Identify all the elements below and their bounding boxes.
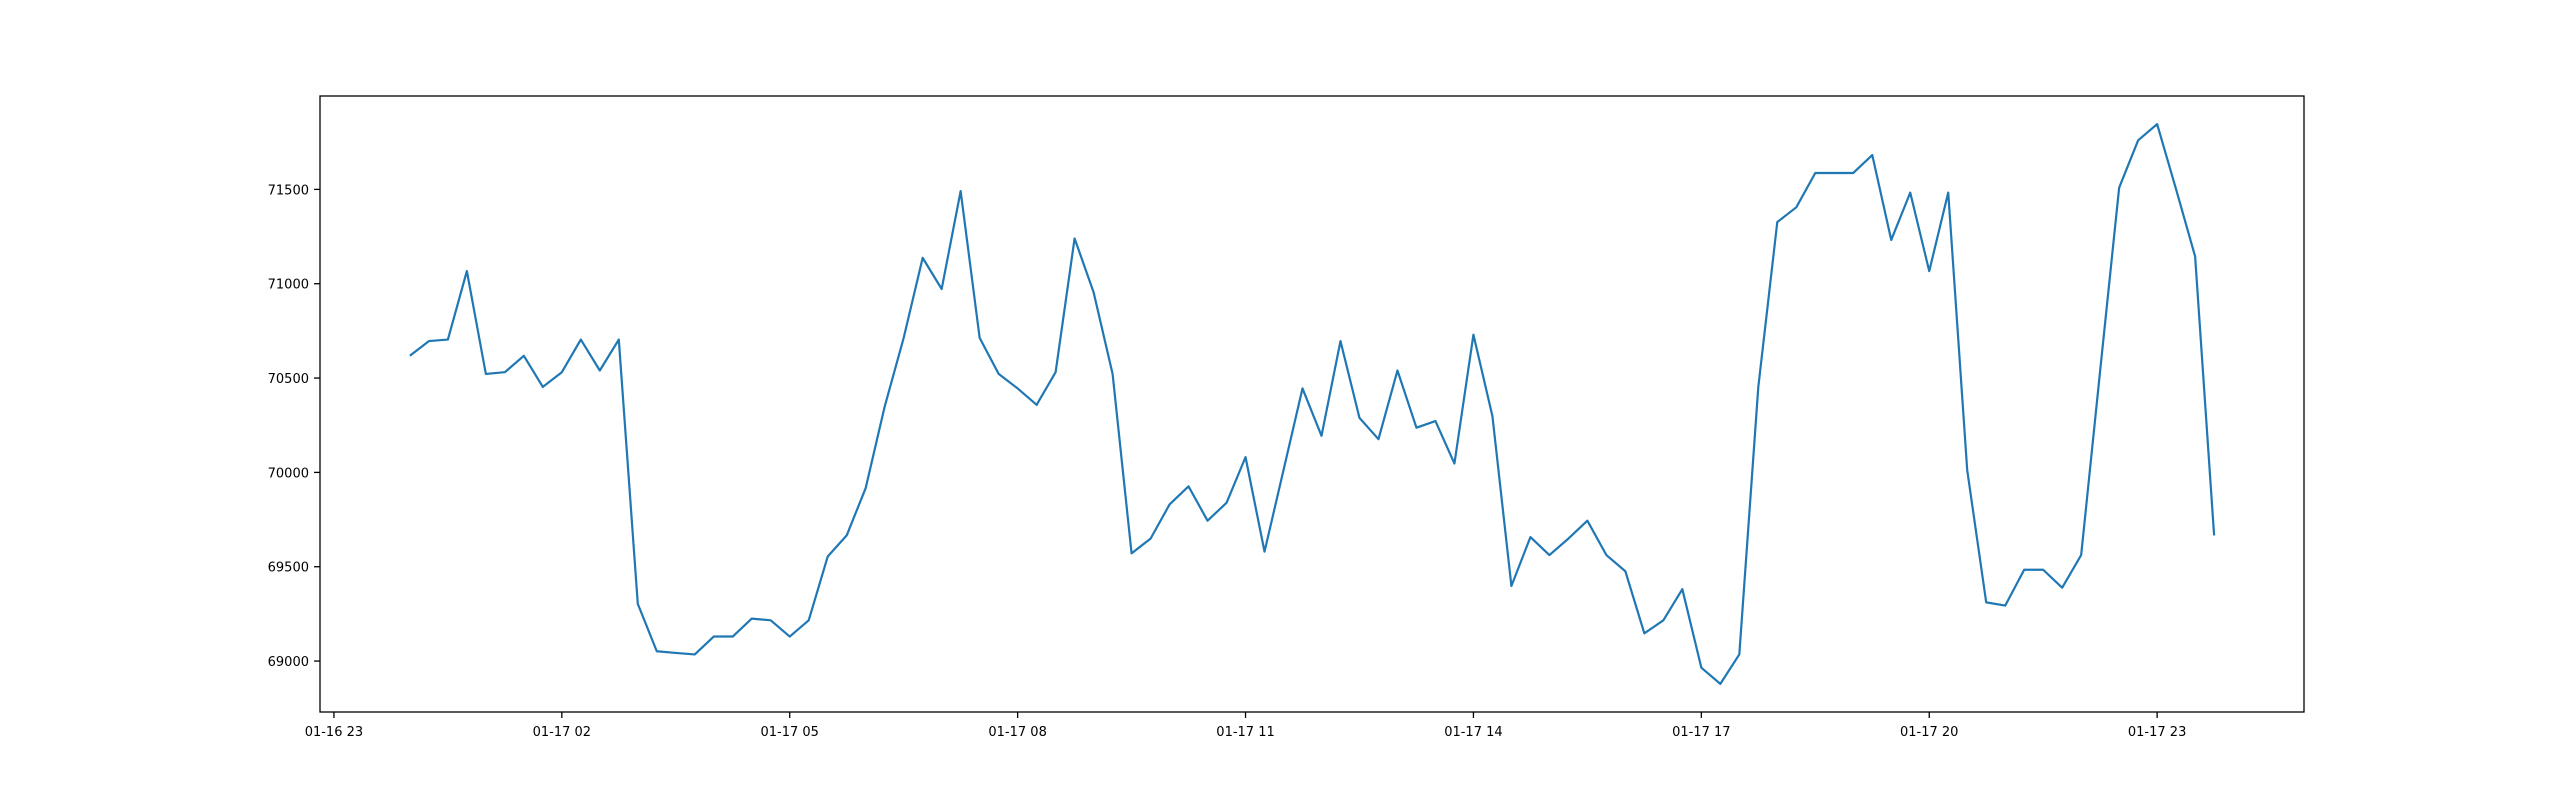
x-tick-label: 01-17 23 <box>2128 725 2186 740</box>
x-tick-label: 01-17 17 <box>1672 725 1730 740</box>
axes-frame <box>319 95 2305 713</box>
x-tick-label: 01-17 14 <box>1444 725 1502 740</box>
y-tick-label: 70000 <box>268 466 309 481</box>
y-tick-label: 70500 <box>268 372 309 387</box>
y-tick-label: 69000 <box>268 655 309 670</box>
x-tick-label: 01-16 23 <box>305 725 363 740</box>
x-tick-label: 01-17 20 <box>1900 725 1958 740</box>
x-tick-label: 01-17 08 <box>988 725 1046 740</box>
y-tick-label: 71000 <box>268 278 309 293</box>
x-tick-label: 01-17 11 <box>1216 725 1274 740</box>
y-tick-label: 69500 <box>268 561 309 576</box>
price-line <box>409 123 2216 685</box>
y-tick-label: 71500 <box>268 183 309 198</box>
x-tick-label: 01-17 02 <box>533 725 591 740</box>
x-tick-label: 01-17 05 <box>761 725 819 740</box>
